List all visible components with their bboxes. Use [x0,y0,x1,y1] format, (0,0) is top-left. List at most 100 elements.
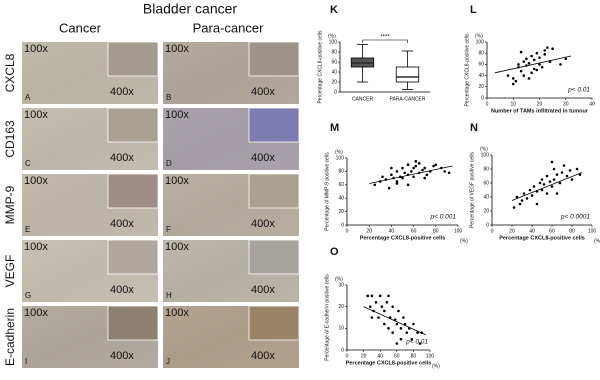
point [397,309,400,313]
point [518,202,522,206]
point [538,63,541,66]
x-unit: (%) [594,238,600,244]
magnification-label: 400x [110,152,134,164]
x-tick-label: CANCER [352,96,374,102]
point [418,342,422,345]
y-tick-label: 80 [331,49,337,55]
point [525,57,528,61]
y-tick-label: 20 [483,208,489,214]
point [383,322,386,326]
micrograph-inset [248,107,300,143]
micrograph-inset [248,305,300,341]
x-tick-label: 0 [486,101,489,107]
magnification-label: 400x [110,284,134,296]
y-tick-label: 0 [481,95,484,101]
point [532,58,536,62]
point [522,60,526,63]
y-tick-label: 80 [483,166,489,172]
trend-line [363,306,427,336]
y-tick-label: 60 [483,180,489,186]
point [395,170,399,173]
x-tick-label: 40 [589,101,595,107]
point [532,67,536,71]
row-label: MMP-9 [3,185,17,224]
point [550,160,554,164]
p-value: p< 0.001 [430,214,457,221]
x-tick-label: 30 [563,101,569,107]
magnification-label: 100x [165,175,189,187]
point [543,49,547,52]
magnification-label: 400x [110,86,134,98]
point [540,65,544,69]
point [564,57,568,61]
x-axis-label: Percentage CXCL8-positive cells [346,360,432,366]
point [558,181,562,185]
point [387,327,390,330]
point [423,176,427,180]
point [417,162,421,165]
magnification-label: 100x [165,241,189,253]
x-tick-label: 80 [411,353,417,359]
x-tick-label: 20 [366,228,372,234]
panel-letter: N [470,122,478,134]
y-axis-label: Percentage of E-cadherin positive cells [324,274,330,361]
x-unit: (%) [460,238,468,244]
y-axis-label: Percentage CXCL8-positive cells [317,30,323,104]
p-value: p< 0.01 [405,339,428,346]
row-label: CXCL8 [3,53,17,92]
p-value: p< 0.0001 [560,214,590,221]
point [575,167,579,171]
trend-line [494,55,572,74]
point [555,173,559,176]
point [517,63,520,66]
point [373,183,377,187]
micrograph-inset [107,41,159,77]
y-tick-label: 40 [331,69,337,75]
point [421,168,424,172]
point [519,50,523,54]
y-tick-label: 80 [478,51,484,57]
point [403,171,407,175]
point [387,186,391,190]
magnification-label: 100x [24,241,48,253]
y-unit: (%) [328,33,336,39]
significance-bracket [362,39,408,43]
magnification-label: 100x [165,307,189,319]
trend-line [369,165,453,184]
point [387,294,390,298]
x-tick-label: 20 [537,101,543,107]
point [378,294,382,298]
panel-letter: G [25,291,31,300]
point [380,305,384,308]
x-tick-label: 60 [411,228,417,234]
point [401,176,404,180]
point [545,192,549,195]
row-label: VEGF [3,255,17,288]
column-header: Para-cancer [193,20,264,35]
x-axis-label: Number of TAMs infiltrated in tumour [491,108,589,114]
magnification-label: 400x [110,350,134,362]
panel-letter: A [25,93,31,102]
panel-letter: I [25,357,27,366]
point [511,82,515,86]
point [390,166,393,170]
point [410,337,414,341]
magnification-label: 100x [165,43,189,55]
micrograph-inset [107,107,159,143]
point [405,331,409,334]
point [381,175,384,179]
y-tick-label: 40 [338,196,344,202]
panel-letter: J [166,357,170,366]
y-tick-label: 80 [338,169,344,175]
panel-letter: C [25,159,31,168]
x-tick-label: 0 [491,228,494,234]
x-tick-label: 60 [549,228,555,234]
point [520,199,524,202]
point [562,164,566,167]
point [530,71,533,75]
y-tick-label: 30 [338,282,344,288]
panel-letter: L [470,4,477,16]
point [368,305,372,308]
point [540,178,544,181]
x-tick-label: 0 [346,228,349,234]
